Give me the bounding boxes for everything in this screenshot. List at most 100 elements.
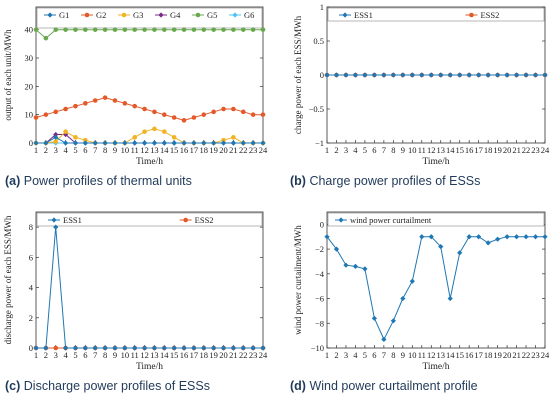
data-point xyxy=(260,112,266,117)
data-point xyxy=(82,140,88,146)
x-tick-label: 18 xyxy=(200,145,209,155)
data-point xyxy=(53,134,59,140)
data-point xyxy=(181,345,187,351)
legend-item-ess1: ESS1 xyxy=(339,10,373,20)
x-tick-label: 22 xyxy=(522,145,531,155)
legend-item-g6: G6 xyxy=(229,10,254,20)
legend-item-ess2: ESS2 xyxy=(465,10,499,20)
x-tick-label: 8 xyxy=(391,350,395,360)
data-point xyxy=(63,140,69,146)
x-tick-label: 23 xyxy=(531,145,540,155)
data-point xyxy=(161,140,167,146)
y-tick-label: 8 xyxy=(29,222,33,232)
y-tick-label: −0.5 xyxy=(309,104,324,114)
x-tick-label: 23 xyxy=(249,350,258,360)
x-tick-label: 8 xyxy=(391,145,395,155)
series-g1 xyxy=(33,134,266,146)
data-point xyxy=(513,234,520,240)
data-point xyxy=(240,140,246,146)
data-point xyxy=(457,72,463,78)
x-tick-label: 19 xyxy=(209,145,218,155)
x-tick-label: 22 xyxy=(239,145,248,155)
caption-b-letter: (b) xyxy=(290,174,306,188)
caption-c-text: Discharge power profiles of ESSs xyxy=(23,379,210,393)
x-tick-label: 6 xyxy=(83,350,87,360)
legend-label: G1 xyxy=(59,10,69,20)
data-point xyxy=(63,129,68,134)
x-tick-label: 23 xyxy=(249,145,258,155)
y-axis-label: wind power curtailment/MWh xyxy=(293,225,303,335)
data-point xyxy=(132,140,138,146)
x-axis-label: Time/h xyxy=(422,157,449,167)
x-tick-label: 7 xyxy=(382,350,386,360)
legend-marker xyxy=(183,217,188,223)
chart-2: −1−0.500.511 2 3 4 5 6 7 8 9 10 11 12 13 14 15 16 17 18 19… xyxy=(293,2,550,167)
data-point xyxy=(92,98,98,103)
data-point xyxy=(122,345,128,351)
x-tick-label: 21 xyxy=(512,350,521,360)
x-tick-label: 7 xyxy=(382,145,386,155)
legend-marker xyxy=(469,12,474,18)
legend-marker xyxy=(342,12,348,18)
data-point xyxy=(63,27,68,32)
x-tick-label: 22 xyxy=(239,350,248,360)
data-point xyxy=(211,27,216,32)
data-point xyxy=(343,262,349,268)
data-point xyxy=(43,35,49,41)
x-tick-label: 2 xyxy=(44,350,48,360)
data-point xyxy=(504,72,510,78)
data-point xyxy=(240,345,246,351)
legend-item-g4: G4 xyxy=(155,10,181,20)
x-tick-label: 16 xyxy=(465,350,474,360)
x-tick-label: 1 xyxy=(325,145,329,155)
y-tick-label: 40 xyxy=(25,25,34,35)
legend-marker xyxy=(121,12,127,18)
x-tick-label: 5 xyxy=(73,350,77,360)
legend-label: ESS1 xyxy=(354,10,373,20)
data-point xyxy=(220,140,227,146)
data-point xyxy=(381,336,387,342)
series-g4 xyxy=(33,131,266,146)
x-tick-label: 17 xyxy=(190,145,199,155)
data-point xyxy=(102,27,108,32)
x-tick-label: 3 xyxy=(344,350,348,360)
y-axis-label: output of each unit/MWh xyxy=(3,29,13,121)
y-tick-label: 6 xyxy=(29,252,33,262)
data-point xyxy=(201,140,207,146)
data-point xyxy=(92,140,98,146)
caption-a-letter: (a) xyxy=(5,174,21,188)
data-point xyxy=(362,72,368,78)
data-point xyxy=(152,27,157,32)
legend-label: G3 xyxy=(133,10,143,20)
legend-box xyxy=(36,212,263,227)
x-tick-label: 15 xyxy=(170,145,179,155)
data-point xyxy=(371,315,377,321)
data-point xyxy=(72,345,79,351)
x-tick-label: 1 xyxy=(34,145,38,155)
x-tick-label: 3 xyxy=(54,350,58,360)
data-point xyxy=(419,72,425,78)
data-point xyxy=(83,137,88,143)
x-tick-label: 24 xyxy=(259,145,268,155)
legend-label: ESS1 xyxy=(63,215,82,225)
x-tick-label: 5 xyxy=(73,145,77,155)
x-tick-label: 14 xyxy=(160,145,169,155)
x-tick-label: 20 xyxy=(503,145,512,155)
data-point xyxy=(333,72,340,78)
x-tick-label: 21 xyxy=(229,145,238,155)
data-point xyxy=(250,112,256,117)
data-point xyxy=(43,112,49,117)
data-point xyxy=(381,72,387,78)
legend-marker xyxy=(232,12,238,18)
data-point xyxy=(122,27,128,32)
data-point xyxy=(142,129,147,134)
data-point xyxy=(438,244,444,250)
data-point xyxy=(151,140,158,146)
series-g3 xyxy=(33,126,266,146)
x-tick-label: 10 xyxy=(408,145,417,155)
data-point xyxy=(152,126,157,132)
x-tick-label: 12 xyxy=(427,145,436,155)
x-tick-label: 17 xyxy=(474,350,483,360)
data-point xyxy=(132,345,138,351)
data-point xyxy=(151,345,158,351)
